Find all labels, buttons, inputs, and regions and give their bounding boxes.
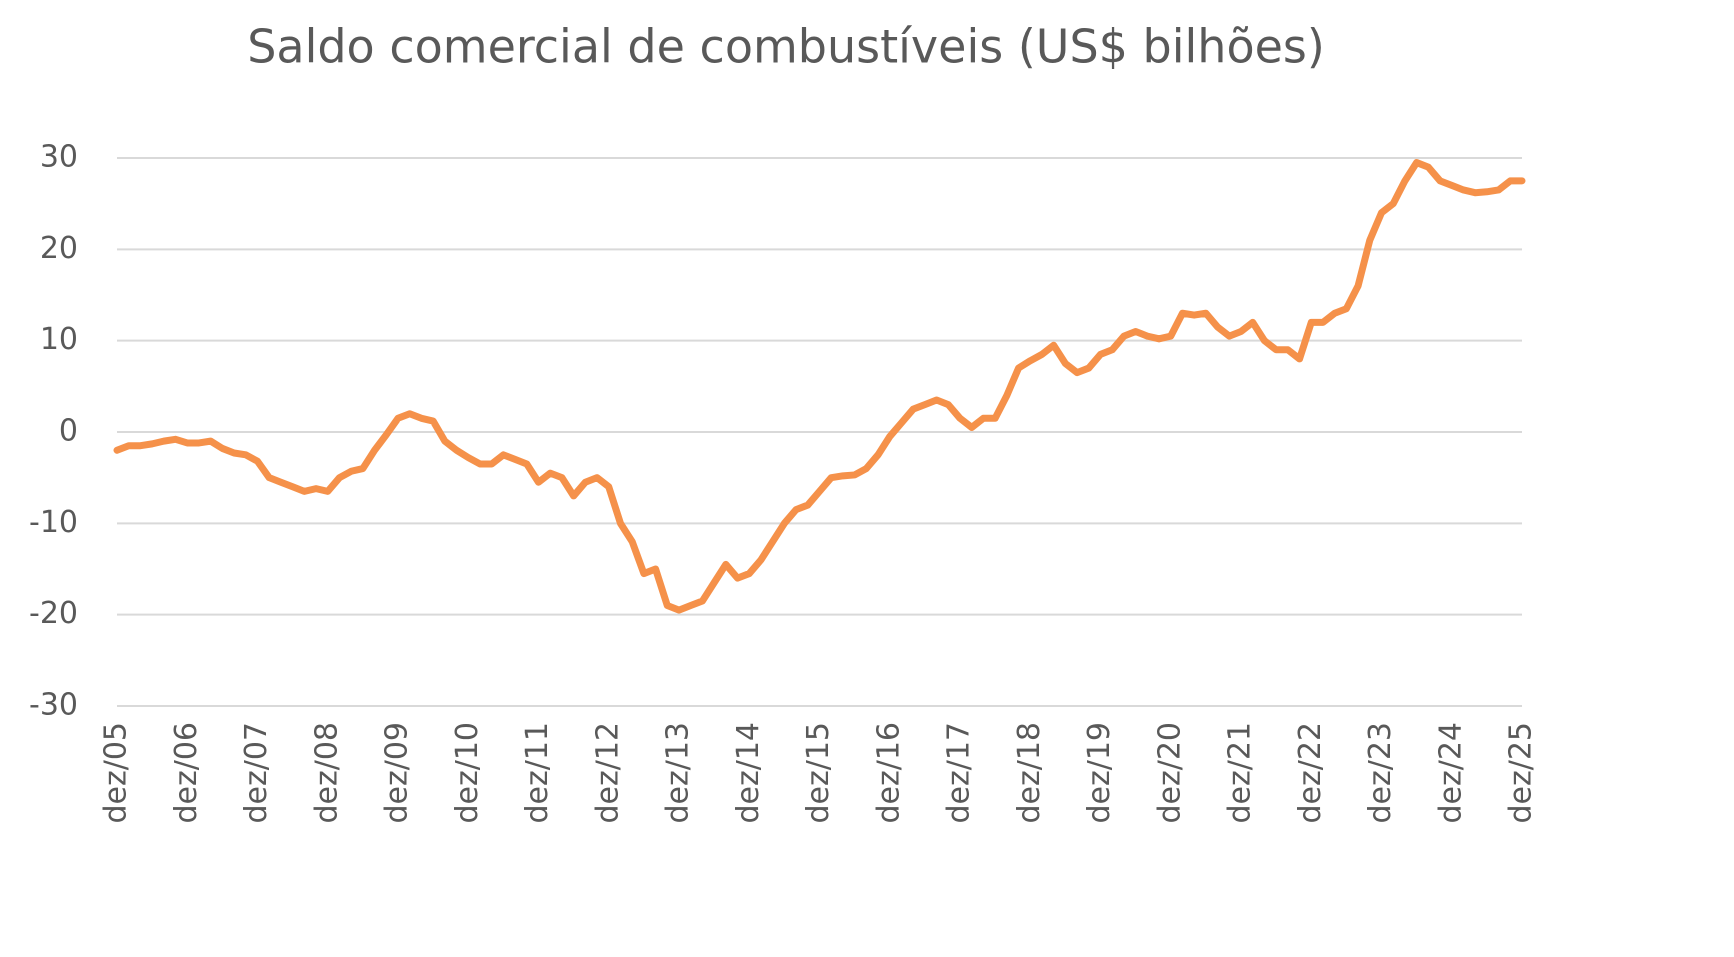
x-tick-label: dez/19: [1082, 722, 1117, 824]
y-tick-label: 30: [40, 140, 78, 175]
x-tick-label: dez/23: [1363, 722, 1398, 824]
x-tick-label: dez/10: [450, 722, 485, 824]
y-tick-label: -30: [29, 688, 78, 723]
y-tick-label: -10: [29, 505, 78, 540]
x-tick-label: dez/17: [942, 722, 977, 824]
x-tick-label: dez/06: [169, 722, 204, 824]
x-tick-label: dez/24: [1433, 722, 1468, 824]
x-tick-label: dez/20: [1152, 722, 1187, 824]
x-tick-label: dez/11: [520, 722, 555, 824]
chart-title: Saldo comercial de combustíveis (US$ bil…: [247, 20, 1325, 74]
y-tick-label: 20: [40, 231, 78, 266]
x-tick-label: dez/12: [590, 722, 625, 824]
x-tick-label: dez/09: [380, 722, 415, 824]
x-tick-label: dez/16: [871, 722, 906, 824]
data-line: [113, 159, 1526, 614]
x-tick-label: dez/21: [1223, 722, 1258, 824]
x-tick-label: dez/13: [661, 722, 696, 824]
y-tick-label: 0: [59, 414, 78, 449]
x-tick-label: dez/14: [731, 722, 766, 824]
x-tick-label: dez/18: [1012, 722, 1047, 824]
y-tick-label: 10: [40, 322, 78, 357]
x-tick-label: dez/07: [239, 722, 274, 824]
x-tick-label: dez/15: [801, 722, 836, 824]
x-tick-label: dez/25: [1504, 722, 1539, 824]
x-tick-label: dez/22: [1293, 722, 1328, 824]
x-tick-label: dez/05: [99, 722, 134, 824]
x-tick-label: dez/08: [309, 722, 344, 824]
y-tick-label: -20: [29, 596, 78, 631]
